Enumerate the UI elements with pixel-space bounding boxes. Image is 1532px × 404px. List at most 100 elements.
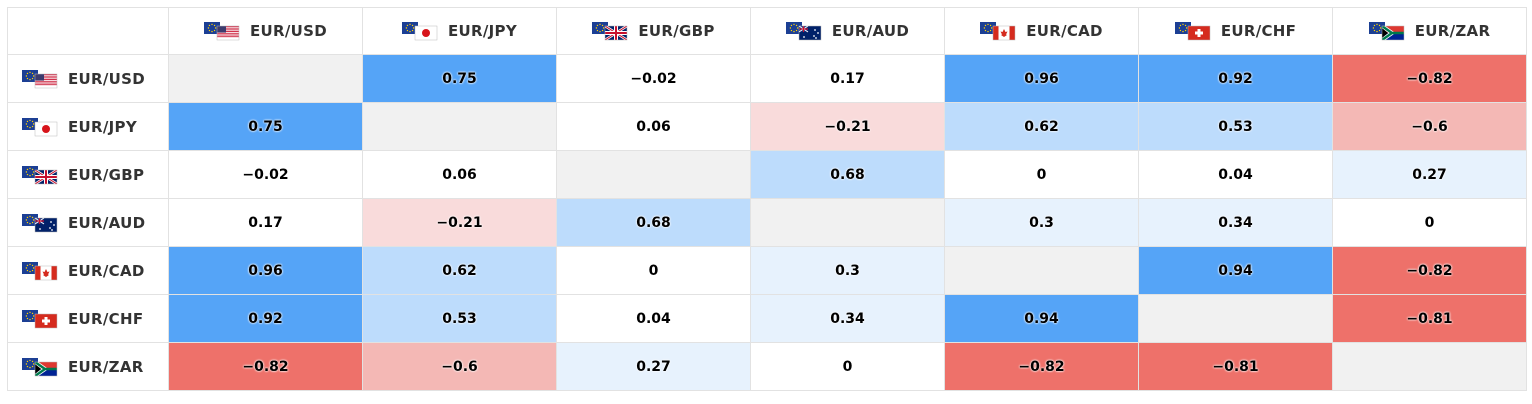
za-flag-icon — [35, 361, 57, 376]
row-header: EUR/GBP — [7, 150, 169, 199]
correlation-cell: 0.04 — [1138, 150, 1333, 199]
correlation-cell: 0 — [750, 342, 945, 391]
eu-gb-flag-icon — [22, 165, 58, 185]
column-header: EUR/USD — [168, 7, 363, 55]
eu-flag-icon — [980, 22, 997, 34]
eu-flag-icon — [1174, 22, 1191, 34]
corner-cell — [7, 7, 169, 55]
eu-flag-icon — [785, 22, 802, 34]
correlation-cell — [1138, 294, 1333, 343]
correlation-cell: −0.82 — [168, 342, 363, 391]
correlation-cell: 0.3 — [750, 246, 945, 295]
column-label: EUR/AUD — [831, 22, 910, 40]
matrix-row: EUR/GBP −0.02 0.06 0.68 0 0.04 0.27 — [7, 150, 1527, 199]
row-label: EUR/GBP — [68, 165, 145, 184]
correlation-cell: 0.96 — [168, 246, 363, 295]
matrix-row: EUR/CHF 0.92 0.53 0.04 0.34 0.94 −0.81 — [7, 294, 1527, 343]
column-header: EUR/JPY — [362, 7, 557, 55]
eu-flag-icon — [1368, 22, 1385, 34]
correlation-cell: −0.02 — [168, 150, 363, 199]
correlation-cell: 0.96 — [944, 54, 1139, 103]
eu-ca-flag-icon — [22, 261, 58, 281]
correlation-cell: −0.81 — [1332, 294, 1527, 343]
column-label: EUR/CHF — [1220, 22, 1297, 40]
correlation-cell: −0.82 — [944, 342, 1139, 391]
flag-pair-au-flag-icon — [785, 22, 822, 41]
correlation-cell: 0.17 — [750, 54, 945, 103]
correlation-cell: 0 — [556, 246, 751, 295]
correlation-cell: −0.6 — [362, 342, 557, 391]
eu-au-flag-icon — [22, 213, 58, 233]
flag-pair-ca-flag-icon — [22, 261, 58, 280]
flag-pair-au-flag-icon — [22, 213, 58, 232]
eu-au-flag-icon — [785, 21, 822, 41]
flag-pair-gb-flag-icon — [592, 22, 628, 41]
eu-us-flag-icon — [22, 69, 58, 89]
column-label: EUR/USD — [250, 22, 327, 40]
eu-ch-flag-icon — [1174, 21, 1211, 41]
matrix-row: EUR/ZAR −0.82 −0.6 0.27 0 −0.82 −0.81 — [7, 342, 1527, 391]
ca-flag-icon — [35, 265, 57, 280]
eu-flag-icon — [22, 357, 38, 370]
correlation-cell: 0 — [944, 150, 1139, 199]
correlation-cell: 0.27 — [556, 342, 751, 391]
flag-pair-us-flag-icon — [204, 22, 240, 41]
column-label: EUR/ZAR — [1414, 22, 1491, 40]
row-label: EUR/USD — [68, 69, 145, 88]
correlation-cell: −0.82 — [1332, 246, 1527, 295]
flag-pair-ca-flag-icon — [980, 22, 1016, 41]
ch-flag-icon — [1187, 26, 1210, 40]
correlation-cell: 0.62 — [944, 102, 1139, 151]
eu-flag-icon — [204, 22, 220, 34]
correlation-cell: 0.06 — [556, 102, 751, 151]
correlation-cell: −0.81 — [1138, 342, 1333, 391]
flag-pair-ch-flag-icon — [22, 309, 58, 328]
eu-za-flag-icon — [1368, 21, 1405, 41]
flag-pair-us-flag-icon — [22, 69, 58, 88]
correlation-cell: 0.04 — [556, 294, 751, 343]
row-label: EUR/CAD — [68, 261, 145, 280]
correlation-cell — [556, 150, 751, 199]
eu-flag-icon — [22, 213, 38, 226]
eu-flag-icon — [22, 261, 38, 274]
au-flag-icon — [798, 26, 821, 40]
eu-flag-icon — [402, 22, 418, 34]
correlation-cell: −0.21 — [362, 198, 557, 247]
row-header: EUR/AUD — [7, 198, 169, 247]
matrix-row: EUR/JPY 0.75 0.06 −0.21 0.62 0.53 −0.6 — [7, 102, 1527, 151]
eu-jp-flag-icon — [22, 117, 58, 137]
correlation-cell: 0.34 — [750, 294, 945, 343]
jp-flag-icon — [35, 121, 57, 136]
correlation-cell: −0.21 — [750, 102, 945, 151]
ca-flag-icon — [993, 26, 1016, 40]
correlation-cell: 0 — [1332, 198, 1527, 247]
correlation-cell: −0.82 — [1332, 54, 1527, 103]
correlation-cell — [168, 54, 363, 103]
row-label: EUR/AUD — [68, 213, 146, 232]
correlation-cell: 0.94 — [1138, 246, 1333, 295]
correlation-cell: 0.62 — [362, 246, 557, 295]
eu-us-flag-icon — [204, 21, 240, 41]
correlation-cell: 0.75 — [362, 54, 557, 103]
column-label: EUR/CAD — [1026, 22, 1103, 40]
matrix-row: EUR/AUD 0.17 −0.21 0.68 0.3 0.34 0 — [7, 198, 1527, 247]
correlation-cell: 0.17 — [168, 198, 363, 247]
row-label: EUR/ZAR — [68, 357, 144, 376]
ch-flag-icon — [35, 313, 57, 328]
correlation-cell — [362, 102, 557, 151]
eu-flag-icon — [22, 117, 38, 130]
row-header: EUR/ZAR — [7, 342, 169, 391]
row-header: EUR/USD — [7, 54, 169, 103]
column-label: EUR/JPY — [448, 22, 517, 40]
eu-flag-icon — [22, 165, 38, 178]
correlation-cell: −0.6 — [1332, 102, 1527, 151]
flag-pair-jp-flag-icon — [402, 22, 438, 41]
column-header: EUR/GBP — [556, 7, 751, 55]
correlation-cell: 0.53 — [1138, 102, 1333, 151]
correlation-cell — [750, 198, 945, 247]
matrix-row: EUR/CAD 0.96 0.62 0 0.3 0.94 −0.82 — [7, 246, 1527, 295]
matrix-row: EUR/USD 0.75 −0.02 0.17 0.96 0.92 −0.82 — [7, 54, 1527, 103]
correlation-cell: 0.92 — [1138, 54, 1333, 103]
us-flag-icon — [217, 26, 239, 40]
gb-flag-icon — [605, 26, 628, 40]
